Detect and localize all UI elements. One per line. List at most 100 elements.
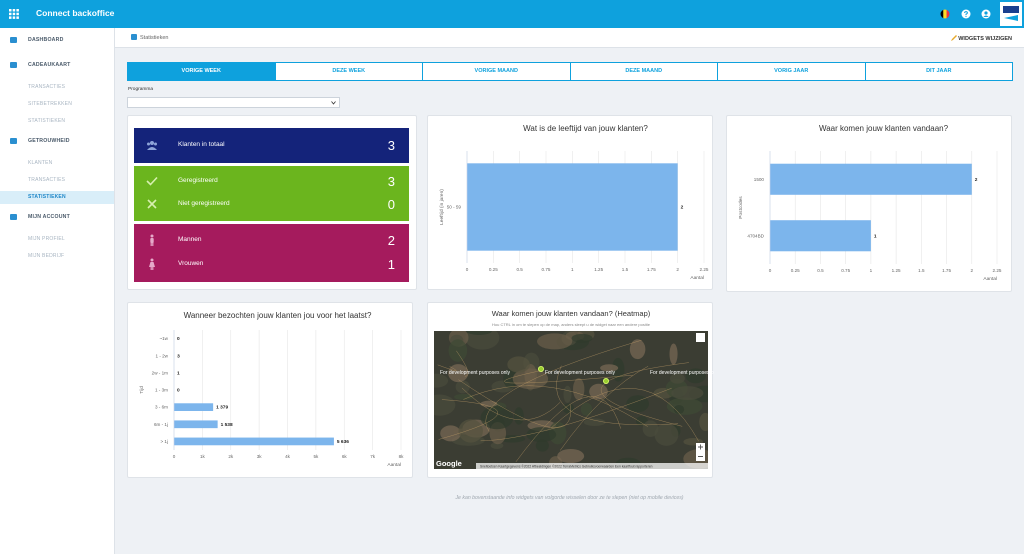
map-terrain	[629, 339, 646, 360]
x-tick-label: 4k	[285, 454, 291, 459]
x-tick-label: 1.25	[594, 267, 603, 272]
x-tick-label: 1	[571, 267, 574, 272]
heatmap-widget[interactable]: Waar komen jouw klanten vandaan? (Heatma…	[427, 302, 721, 478]
map-attribution: Sneltoetsen Kaartgegevens ©2022 Afbeeldi…	[480, 464, 653, 468]
map-canvas[interactable]	[428, 326, 714, 470]
period-tab[interactable]: VORIGE WEEK	[127, 62, 276, 81]
map-subtitle: Hou CTRL in om te slepen op de map, ande…	[492, 322, 651, 327]
map-terrain	[557, 448, 585, 464]
stat-value: 3	[387, 173, 395, 189]
value-label: 5 636	[337, 439, 349, 445]
x-tick-label: 1.75	[942, 268, 951, 273]
sidebar-item[interactable]: STATISTIEKEN	[0, 191, 114, 204]
postcode-chart-widget[interactable]: Waar komen jouw klanten vandaan? 0 0.25 0.5…	[726, 115, 1012, 292]
period-tab[interactable]: DEZE WEEK	[274, 62, 423, 81]
sidebar-item[interactable]: TRANSACTIES	[28, 177, 66, 183]
heat-point	[538, 366, 545, 373]
bar[interactable]	[174, 437, 334, 446]
zoom-icons	[698, 444, 703, 457]
period-tab[interactable]: DIT JAAR	[864, 62, 1013, 81]
stats-widget[interactable]: Klanten in totaal 3 Geregistreerd 3 Niet ger…	[127, 115, 417, 290]
sidebar-item[interactable]: MIJN BEDRIJF	[28, 253, 65, 259]
sidebar-item[interactable]: MIJN PROFIEL	[28, 236, 65, 242]
x-axis-title: Aantal	[690, 275, 704, 281]
map-terrain	[573, 378, 585, 401]
bar[interactable]	[174, 420, 218, 429]
bar[interactable]	[174, 403, 214, 411]
sidebar-item[interactable]: TRANSACTIES	[28, 84, 66, 90]
stat-label: Klanten in totaal	[178, 140, 225, 148]
period-tab[interactable]: DEZE MAAND	[569, 62, 718, 81]
value-label: 1	[177, 370, 180, 376]
apps-icon[interactable]	[9, 9, 19, 19]
bar[interactable]	[770, 220, 871, 252]
sidebar-item[interactable]: STATISTIEKEN	[28, 118, 66, 124]
last-visit-chart: Wanneer bezochten jouw klanten jou voor …	[139, 311, 404, 468]
bar[interactable]	[770, 163, 972, 195]
app-title: Connect backoffice	[36, 8, 115, 18]
map-terrain	[490, 442, 504, 449]
sidebar-section[interactable]: CADEAUKAART	[28, 62, 71, 68]
value-label: 2	[681, 205, 684, 211]
sidebar-item[interactable]: SITEBETREKKEN	[28, 101, 72, 107]
map-road	[515, 396, 621, 463]
map-watermark: For development purposes only	[650, 370, 714, 376]
stat-group: Geregistreerd 3 Niet geregistreerd 0	[134, 166, 409, 221]
x-tick-label: 5k	[313, 454, 319, 459]
edit-widgets-label[interactable]: WIDGETS WIJZIGEN	[958, 36, 1012, 42]
breadcrumb[interactable]: Statistieken	[140, 35, 169, 41]
fullscreen-button[interactable]	[696, 333, 705, 342]
map-road	[458, 379, 571, 428]
x-tick-label: 0	[769, 268, 772, 273]
stat-row: Klanten in totaal 3	[134, 138, 409, 154]
edit-widgets-button[interactable]: WIDGETS WIJZIGEN	[950, 35, 1012, 42]
program-select[interactable]	[127, 97, 340, 108]
language-flag[interactable]	[940, 9, 950, 19]
sidebar-section[interactable]: DASHBOARD	[28, 37, 64, 43]
map-terrain	[480, 406, 514, 430]
stat-label: Niet geregistreerd	[178, 200, 230, 208]
help-icon[interactable]	[961, 9, 971, 19]
map-road	[480, 387, 672, 442]
chart-title: Waar komen jouw klanten vandaan?	[819, 124, 949, 133]
map-terrain	[654, 423, 679, 446]
last-visit-chart-widget[interactable]: Wanneer bezochten jouw klanten jou voor …	[127, 302, 413, 478]
chart-title: Wanneer bezochten jouw klanten jou voor …	[184, 311, 372, 320]
y-axis-title: Tijd	[139, 386, 145, 394]
x-axis-title: Aantal	[387, 462, 401, 468]
breadcrumb-icon	[131, 34, 137, 40]
y-tick-label: > 1j	[160, 439, 168, 444]
stat-value: 2	[387, 232, 395, 248]
map-road	[461, 387, 561, 421]
period-tab[interactable]: VORIGE MAAND	[422, 62, 571, 81]
sidebar-section-icon	[10, 62, 17, 68]
bar[interactable]	[467, 163, 678, 251]
footer-note: Je kan bovenstaande info widgets van vol…	[455, 495, 684, 501]
map-terrain	[455, 380, 470, 394]
period-tab[interactable]: VORIG JAAR	[717, 62, 866, 81]
value-label: 0	[177, 336, 180, 342]
map-terrain	[466, 331, 492, 335]
user-icon[interactable]	[981, 9, 991, 19]
map-terrain	[669, 373, 685, 384]
y-axis-title: Leeftijd (in jaren)	[439, 189, 445, 225]
ccv-logo[interactable]	[1000, 2, 1022, 26]
zoom-control[interactable]	[696, 443, 705, 461]
stat-row: Geregistreerd 3	[134, 174, 409, 190]
stat-row: Niet geregistreerd 0	[134, 197, 409, 213]
age-chart-widget[interactable]: Wat is de leeftijd van jouw klanten? 0 0.2…	[427, 115, 713, 290]
map-terrain	[434, 394, 456, 416]
sidebar-section[interactable]: GETROUWHEID	[28, 138, 70, 144]
sidebar-item[interactable]: KLANTEN	[28, 160, 53, 166]
map-terrain	[512, 368, 549, 390]
x-tick-label: 0	[466, 267, 469, 272]
x-tick-label: 7k	[370, 454, 376, 459]
x-tick-label: 2	[970, 268, 973, 273]
x-tick-label: 0.25	[489, 267, 498, 272]
value-label: 1	[874, 233, 877, 239]
stat-icon	[146, 176, 158, 186]
stat-value: 3	[387, 137, 395, 153]
sidebar-section[interactable]: MIJN ACCOUNT	[28, 214, 70, 220]
x-tick-label: 2.25	[700, 267, 709, 272]
